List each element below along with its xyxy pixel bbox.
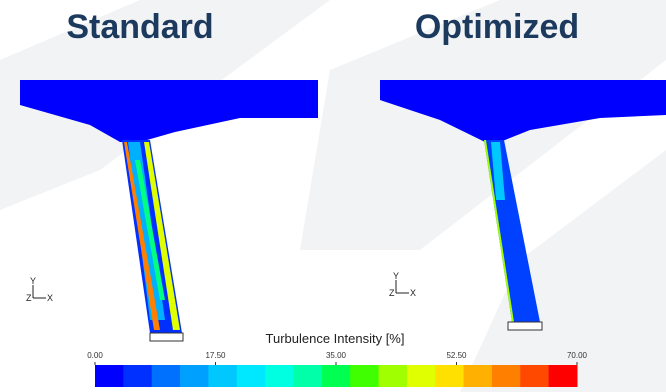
colorbar-segment [237,365,266,387]
axis-label: Y [30,276,36,286]
colorbar-segment [407,365,436,387]
panel-title: Standard [66,8,213,46]
colorbar-title: Turbulence Intensity [%] [266,331,405,346]
page: Standard Optimized Y Z X Y Z X Turbulenc… [0,0,666,392]
axis-label: Z [26,293,32,303]
axis-label: Z [389,288,395,298]
colorbar-segment [265,365,294,387]
colorbar-segment [180,365,209,387]
colorbar-segment [322,365,351,387]
axis-label: X [47,293,53,303]
tick-label: 17.50 [205,351,226,360]
colorbar-segment [492,365,521,387]
tick-label: 35.00 [326,351,347,360]
colorbar-segment [379,365,408,387]
colorbar-segment [520,365,549,387]
colorbar-segment [549,365,578,387]
colorbar-segment [95,365,124,387]
colorbar-segment [350,365,379,387]
axis-label: Y [393,271,399,281]
colorbar-segment [293,365,322,387]
screen: Standard Optimized Y Z X Y Z X Turbulenc… [0,0,666,392]
axis-triad [33,280,409,298]
colorbar-segment [435,365,464,387]
colorbar-segment [208,365,237,387]
colorbar-segment [152,365,181,387]
tick-label: 52.50 [446,351,467,360]
axis-label: X [410,288,416,298]
panel-title: Optimized [415,8,579,46]
colorbar-segment [123,365,152,387]
colorbar-segment [464,365,493,387]
tick-label: 70.00 [567,351,588,360]
tick-label: 0.00 [87,351,103,360]
